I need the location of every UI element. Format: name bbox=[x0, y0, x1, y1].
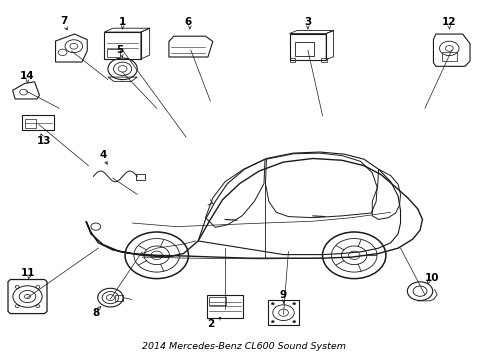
Text: 4: 4 bbox=[99, 150, 106, 160]
Bar bbox=[441, 52, 456, 61]
Text: 11: 11 bbox=[21, 267, 36, 278]
Text: 1: 1 bbox=[119, 17, 126, 27]
Text: 7: 7 bbox=[61, 17, 68, 27]
Text: 9: 9 bbox=[279, 291, 286, 301]
Text: 8: 8 bbox=[92, 309, 99, 318]
Text: 6: 6 bbox=[184, 17, 192, 27]
Text: 10: 10 bbox=[424, 273, 439, 283]
Text: 13: 13 bbox=[36, 136, 51, 145]
Circle shape bbox=[271, 303, 274, 305]
Text: 14: 14 bbox=[20, 71, 35, 81]
Text: 5: 5 bbox=[116, 45, 123, 55]
Bar bbox=[136, 174, 145, 180]
Text: 3: 3 bbox=[304, 17, 311, 27]
Bar bbox=[115, 295, 123, 301]
Text: 2: 2 bbox=[206, 319, 214, 329]
Text: 12: 12 bbox=[441, 17, 456, 27]
Bar bbox=[289, 58, 295, 62]
Bar bbox=[209, 297, 225, 305]
Bar bbox=[321, 58, 326, 62]
Bar bbox=[25, 119, 36, 129]
Bar bbox=[106, 49, 119, 57]
Circle shape bbox=[292, 303, 295, 305]
Bar bbox=[295, 42, 313, 56]
Text: 2014 Mercedes-Benz CL600 Sound System: 2014 Mercedes-Benz CL600 Sound System bbox=[142, 342, 346, 351]
Circle shape bbox=[292, 320, 295, 323]
Circle shape bbox=[271, 320, 274, 323]
